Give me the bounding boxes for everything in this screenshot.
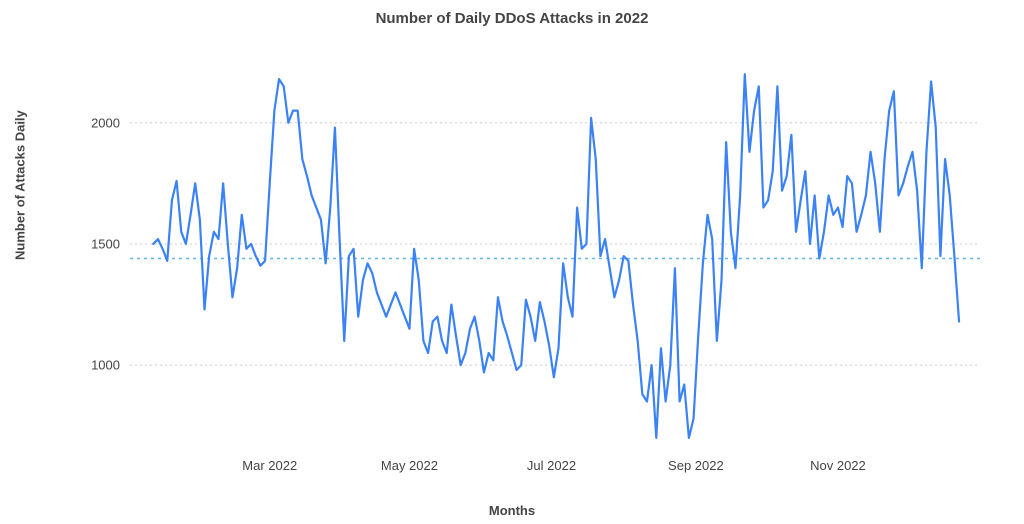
y-tick-label: 2000 xyxy=(75,115,120,130)
x-tick-label: Jul 2022 xyxy=(527,458,576,473)
x-tick-label: Mar 2022 xyxy=(242,458,297,473)
y-axis-label: Number of Attacks Daily xyxy=(13,110,28,260)
ddos-chart: Number of Daily DDoS Attacks in 2022 Num… xyxy=(0,0,1024,524)
x-tick-label: May 2022 xyxy=(381,458,438,473)
chart-title: Number of Daily DDoS Attacks in 2022 xyxy=(0,10,1024,27)
plot-area xyxy=(130,50,980,450)
y-tick-label: 1500 xyxy=(75,236,120,251)
x-tick-label: Sep 2022 xyxy=(668,458,724,473)
x-tick-label: Nov 2022 xyxy=(810,458,866,473)
y-tick-label: 1000 xyxy=(75,358,120,373)
x-axis-label: Months xyxy=(0,503,1024,518)
